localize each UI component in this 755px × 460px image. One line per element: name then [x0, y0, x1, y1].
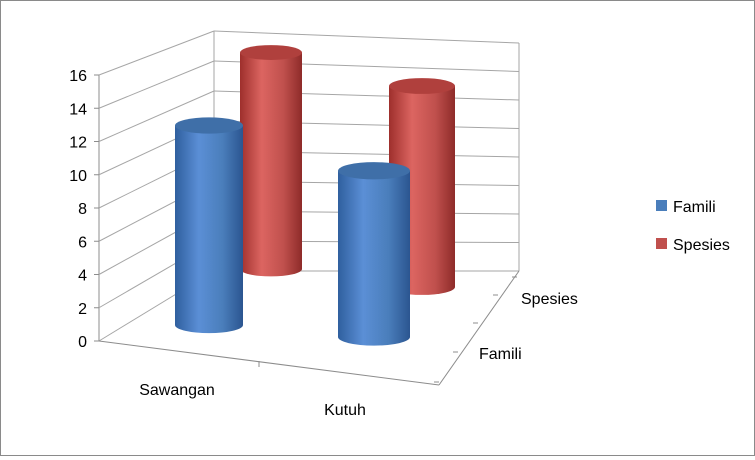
- legend: Famili Spesies: [656, 199, 730, 254]
- x-category-label: Sawangan: [139, 382, 215, 399]
- y-tick-label: 4: [78, 268, 87, 285]
- cylinders: [175, 45, 455, 346]
- gridlines: [98, 30, 520, 309]
- y-tick-label: 2: [78, 301, 87, 318]
- y-axis-ticks: 0 2 4 6 8 10 12 14 16: [69, 68, 99, 351]
- gridline-back: [213, 30, 520, 44]
- cylinder-top-famili-kutuh: [338, 162, 410, 180]
- axis-labels: Sawangan Kutuh Famili Spesies: [139, 276, 578, 419]
- gridline-left: [98, 90, 215, 142]
- y-tick-label: 0: [78, 334, 87, 351]
- x-category-label: Kutuh: [324, 402, 366, 419]
- depth-category-label: Spesies: [521, 291, 578, 308]
- y-tick-label: 14: [69, 101, 87, 118]
- cylinder-famili-kutuh: [338, 170, 410, 346]
- cylinder-top-spesies-sawangan: [240, 45, 302, 60]
- y-tick-label: 16: [69, 68, 87, 85]
- legend-label: Famili: [673, 199, 716, 216]
- depth-axis-line: [438, 270, 520, 386]
- cylinder-spesies-sawangan: [240, 52, 302, 277]
- cylinder-top-famili-sawangan: [175, 117, 243, 134]
- legend-swatch: [656, 200, 667, 211]
- legend-swatch: [656, 238, 667, 249]
- gridline-left: [98, 60, 215, 109]
- y-tick-label: 8: [78, 201, 87, 218]
- x-axis-line: [98, 340, 440, 386]
- y-tick-label: 6: [78, 234, 87, 251]
- cylinder-famili-sawangan: [175, 125, 243, 334]
- gridline-left: [98, 30, 215, 76]
- depth-category-label: Famili: [479, 346, 522, 363]
- legend-label: Spesies: [673, 237, 730, 254]
- cylinder-top-spesies-kutuh: [389, 78, 455, 94]
- y-tick-label: 10: [69, 168, 87, 185]
- y-tick-label: 12: [69, 135, 87, 152]
